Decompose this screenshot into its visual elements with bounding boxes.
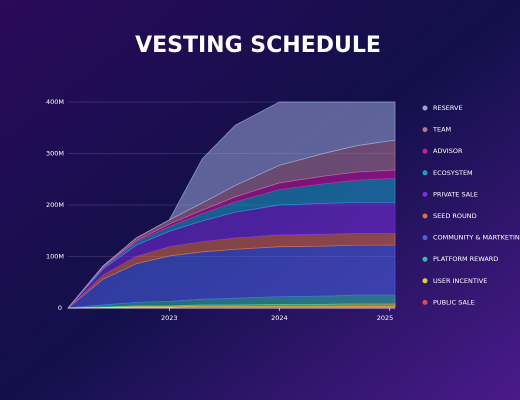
legend-label: ECOSYSTEM [433, 169, 473, 177]
y-tick-label: 0 [58, 304, 62, 312]
legend-marker [422, 299, 428, 305]
legend-marker [422, 105, 428, 111]
y-tick-label: 200M [46, 201, 64, 209]
legend-marker [422, 191, 428, 197]
legend-marker [422, 278, 428, 284]
x-tick-label: 2023 [161, 314, 178, 322]
legend-label: USER INCENTIVE [433, 277, 487, 285]
x-tick-label: 2025 [377, 314, 394, 322]
y-tick-label: 100M [46, 253, 64, 261]
legend-marker [422, 148, 428, 154]
legend-label: RESERVE [433, 104, 463, 112]
legend-marker [422, 235, 428, 241]
legend-label: PRIVATE SALE [433, 190, 478, 198]
legend-label: PUBLIC SALE [433, 298, 475, 306]
legend-marker [422, 127, 428, 133]
legend-label: ADVISOR [433, 147, 463, 155]
chart-title: VESTING SCHEDULE [135, 33, 381, 58]
y-tick-label: 400M [46, 98, 64, 106]
legend-marker [422, 213, 428, 219]
y-tick-label: 300M [46, 150, 64, 158]
area [67, 101, 396, 309]
legend-marker [422, 256, 428, 262]
legend-label: COMMUNITY & MARTKETING [433, 234, 520, 242]
legend-marker [422, 170, 428, 176]
legend-label: SEED ROUND [433, 212, 477, 220]
legend-label: TEAM [432, 126, 451, 134]
legend-label: PLATFORM REWARD [433, 255, 498, 263]
x-tick-label: 2024 [271, 314, 288, 322]
